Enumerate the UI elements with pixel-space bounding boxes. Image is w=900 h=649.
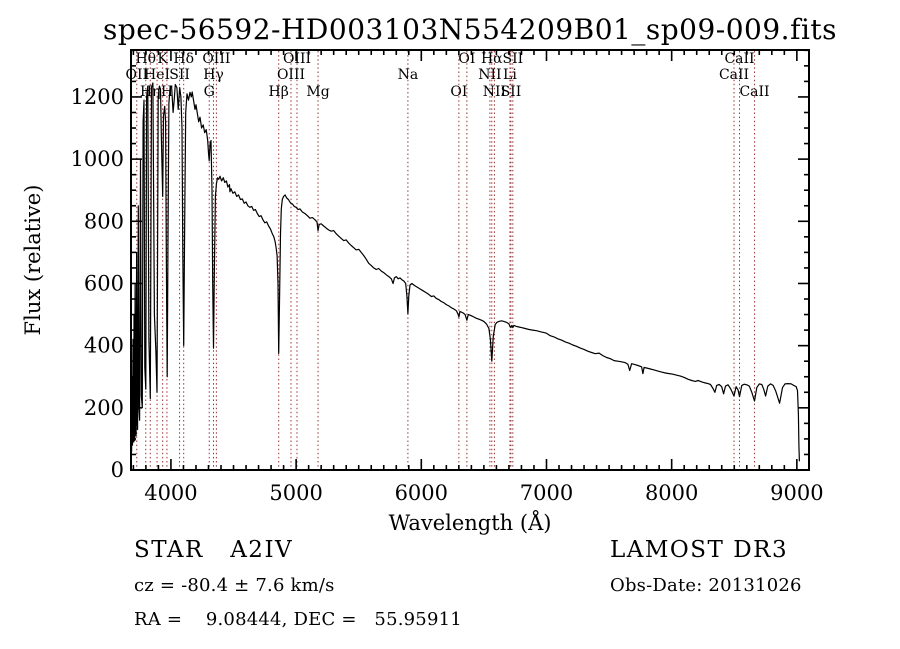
y-tick-label: 1200 [71,85,124,109]
spectral-line-label: OIII [283,51,311,67]
x-tick-label: 4000 [144,481,197,505]
spectral-line-label: Li [503,67,517,83]
y-tick-label: 0 [111,458,124,482]
class-label: STAR A2IV [134,537,294,563]
tick-labels: 4000 5000 6000 7000 8000 9000 0 200 400 600 800 100… [71,85,824,505]
ra-dec: RA = 9.08444, DEC = 55.95911 [134,609,462,630]
plot-box [130,49,810,471]
axes [130,49,810,471]
spectral-line-label: Hγ [203,67,224,83]
spectral-line-label: SII [502,51,523,67]
spectral-line-label: OIII [277,67,305,83]
y-tick-label: 200 [84,396,124,420]
spectral-line-markers [136,51,756,469]
survey-label: LAMOST DR3 [610,537,789,563]
y-tick-label: 1000 [71,147,124,171]
y-axis-label: Flux (relative) [21,185,45,336]
spectral-line-label: CaII [724,51,754,67]
spectral-line-label: Hη [140,84,161,100]
x-tick-label: 8000 [645,481,698,505]
flux-curve [130,82,800,463]
x-axis-label: Wavelength (Å) [389,510,552,535]
x-tick-label: 6000 [395,481,448,505]
x-tick-label: 9000 [770,481,823,505]
spectral-line-label: CaII [719,67,749,83]
cz-value: cz = -80.4 ± 7.6 km/s [134,575,335,596]
spectral-line-label: NII [478,67,501,83]
spectral-line-label: OIII [202,51,230,67]
spectral-line-label: HeI [144,67,170,83]
spectral-line-label: CaII [739,84,769,100]
spectral-line-label: Hθ [135,51,156,67]
y-tick-label: 400 [84,334,124,358]
spectral-line-label: Hβ [269,84,289,100]
spectral-line-label: Hδ [173,51,194,67]
spectral-line-label: OI [458,51,475,67]
plot-title: spec-56592-HD003103N554209B01_sp09-009.f… [103,13,837,46]
spectral-line-label: Hα [481,51,503,67]
spectral-line-label: Mg [306,84,329,100]
spectral-line-label: G [204,84,215,100]
spectral-line-label: OI [450,84,467,100]
spectral-line-label: SII [169,67,190,83]
spectral-line-label: Na [398,67,419,83]
spectrum-curve [130,82,800,463]
y-tick-label: 800 [84,209,124,233]
spectral-line-label: K [157,51,168,67]
obs-date: Obs-Date: 20131026 [610,575,802,596]
x-tick-label: 7000 [520,481,573,505]
x-tick-label: 5000 [269,481,322,505]
y-tick-label: 600 [84,271,124,295]
spectral-line-label: SII [501,84,522,100]
spectral-line-label: NII [483,84,506,100]
